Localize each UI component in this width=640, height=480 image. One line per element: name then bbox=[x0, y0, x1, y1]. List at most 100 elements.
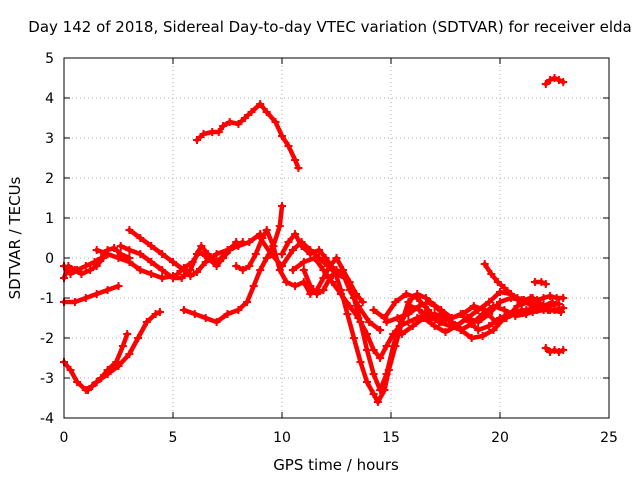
data-point bbox=[430, 322, 439, 330]
data-point bbox=[493, 278, 502, 286]
data-point bbox=[546, 292, 555, 300]
data-point bbox=[275, 222, 284, 230]
data-point bbox=[118, 342, 127, 350]
data-point bbox=[291, 230, 300, 238]
y-tick-label: -1 bbox=[40, 291, 54, 307]
data-point bbox=[282, 278, 291, 286]
series-line bbox=[233, 227, 365, 305]
data-point bbox=[92, 378, 101, 386]
data-point bbox=[223, 310, 232, 318]
data-point bbox=[546, 76, 555, 84]
series-trace-16 bbox=[299, 266, 385, 334]
data-point bbox=[214, 128, 223, 136]
data-point bbox=[243, 298, 252, 306]
data-point bbox=[219, 122, 228, 130]
y-tick-label: -2 bbox=[40, 331, 54, 347]
data-point bbox=[267, 250, 276, 258]
data-point bbox=[225, 246, 234, 254]
data-point bbox=[151, 310, 160, 318]
data-point bbox=[511, 312, 520, 320]
data-point bbox=[441, 328, 450, 336]
data-point bbox=[528, 302, 537, 310]
series-trace-22 bbox=[530, 278, 550, 288]
data-point bbox=[391, 342, 400, 350]
data-point bbox=[349, 334, 358, 342]
data-point bbox=[278, 262, 286, 270]
data-point bbox=[147, 258, 156, 266]
data-point bbox=[81, 294, 90, 302]
data-point bbox=[526, 294, 535, 302]
data-point bbox=[522, 310, 531, 318]
data-point bbox=[92, 290, 101, 298]
data-point bbox=[234, 120, 243, 128]
data-point bbox=[110, 244, 119, 252]
data-point bbox=[197, 242, 206, 250]
data-point bbox=[332, 254, 341, 262]
data-point bbox=[467, 334, 476, 342]
data-point bbox=[391, 298, 400, 306]
data-point bbox=[382, 318, 391, 326]
data-point bbox=[188, 258, 197, 266]
data-point bbox=[278, 250, 286, 258]
series-trace-23 bbox=[541, 74, 568, 88]
data-point bbox=[294, 164, 303, 172]
data-point bbox=[212, 318, 221, 326]
data-point bbox=[541, 80, 550, 88]
data-point bbox=[249, 282, 258, 290]
data-point bbox=[306, 250, 315, 258]
data-point bbox=[404, 310, 413, 318]
data-point bbox=[219, 254, 228, 262]
data-point bbox=[147, 270, 156, 278]
data-point bbox=[485, 298, 494, 306]
data-point bbox=[469, 302, 478, 310]
data-point bbox=[225, 118, 234, 126]
data-point bbox=[142, 318, 151, 326]
data-point bbox=[234, 306, 243, 314]
data-point bbox=[262, 254, 271, 262]
data-point bbox=[463, 314, 472, 322]
data-point bbox=[315, 246, 324, 254]
data-point bbox=[435, 318, 443, 326]
data-point bbox=[103, 250, 112, 258]
data-point bbox=[404, 298, 413, 306]
data-point bbox=[299, 258, 308, 266]
data-point bbox=[382, 342, 391, 350]
data-point bbox=[474, 318, 483, 326]
data-point bbox=[369, 390, 378, 398]
y-tick-label: 5 bbox=[45, 51, 54, 67]
data-point bbox=[404, 318, 413, 326]
data-point bbox=[520, 296, 528, 304]
series-trace-9 bbox=[173, 238, 241, 278]
data-point bbox=[312, 290, 321, 298]
data-point bbox=[77, 270, 86, 278]
series-trace-14 bbox=[278, 230, 563, 406]
data-point bbox=[256, 266, 265, 274]
data-point bbox=[114, 254, 123, 262]
data-point bbox=[345, 286, 354, 294]
data-point bbox=[262, 108, 271, 116]
data-point bbox=[193, 268, 201, 276]
data-point bbox=[343, 310, 352, 318]
data-point bbox=[158, 266, 167, 274]
data-point bbox=[186, 266, 195, 274]
x-tick-label: 0 bbox=[60, 430, 69, 446]
chart-title: Day 142 of 2018, Sidereal Day-to-day VTE… bbox=[28, 18, 631, 36]
data-point bbox=[480, 260, 489, 268]
data-point bbox=[424, 306, 433, 314]
data-point bbox=[474, 326, 483, 334]
data-point bbox=[415, 302, 424, 310]
data-point bbox=[193, 136, 201, 144]
data-point bbox=[81, 262, 90, 270]
data-point bbox=[114, 282, 123, 290]
data-point bbox=[125, 226, 134, 234]
data-point bbox=[402, 290, 411, 298]
data-point bbox=[380, 386, 389, 394]
data-point bbox=[70, 298, 79, 306]
data-point bbox=[299, 266, 308, 274]
data-point bbox=[173, 270, 182, 278]
data-point bbox=[291, 156, 300, 164]
data-point bbox=[123, 330, 132, 338]
data-point bbox=[546, 348, 555, 356]
data-point bbox=[247, 108, 256, 116]
data-point bbox=[284, 142, 293, 150]
